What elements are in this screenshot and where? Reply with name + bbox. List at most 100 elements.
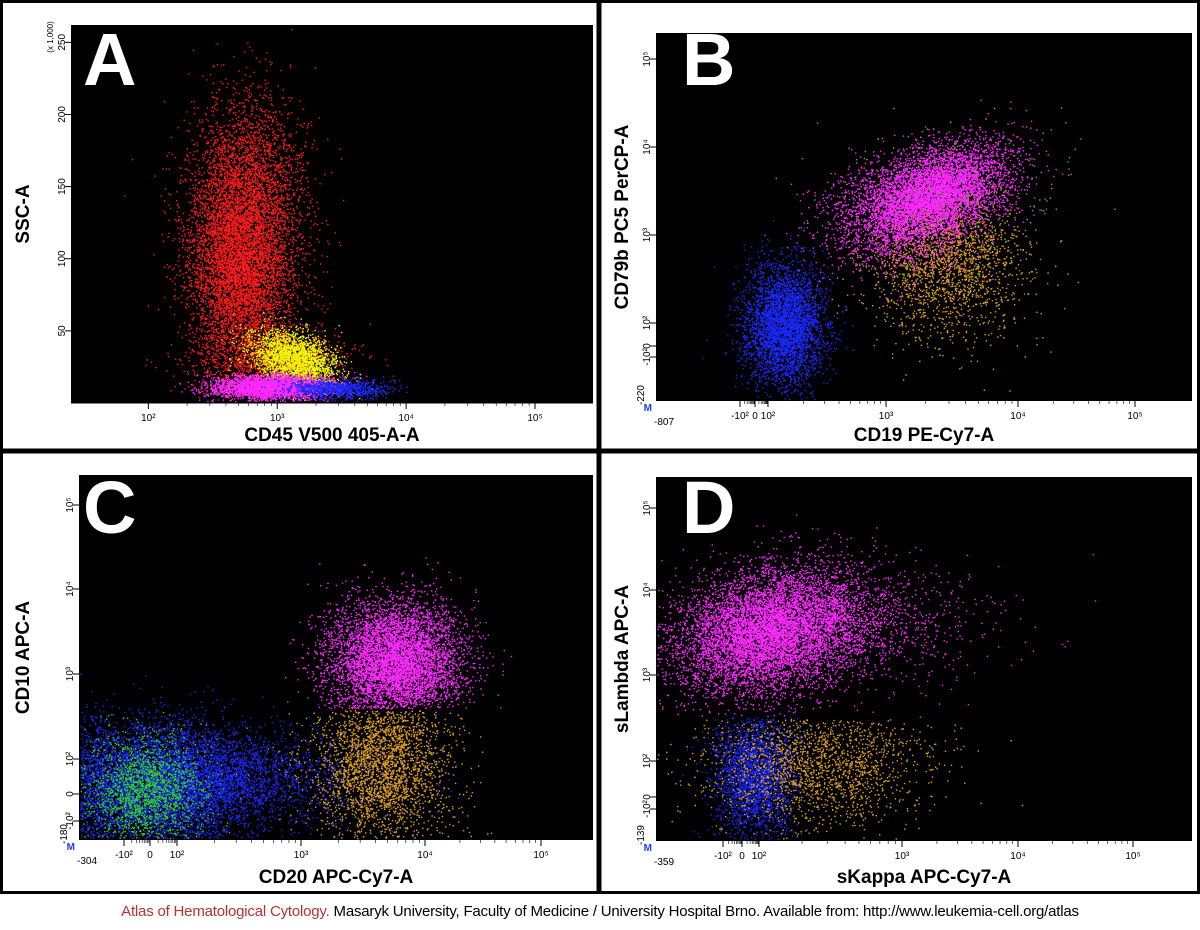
event-dot-red xyxy=(310,227,312,229)
event-dot-red xyxy=(228,290,230,292)
event-dot-red xyxy=(206,143,208,145)
event-dot-red xyxy=(218,291,221,294)
event-dot-red xyxy=(199,287,202,289)
event-dot-red xyxy=(187,250,189,252)
event-dot-red xyxy=(196,251,199,253)
event-dot-red xyxy=(217,225,220,227)
event-dot-red xyxy=(217,151,219,154)
event-dot-red xyxy=(303,188,306,190)
event-dot-red xyxy=(268,223,270,226)
event-dot-red xyxy=(245,336,247,338)
event-dot-red xyxy=(269,305,271,308)
event-dot-red xyxy=(170,136,173,139)
event-dot-red xyxy=(245,119,247,121)
event-dot-red xyxy=(277,304,280,306)
event-dot-red xyxy=(244,106,246,108)
event-dot-red xyxy=(196,220,198,222)
event-dot-red xyxy=(263,240,265,242)
event-dot-red xyxy=(274,216,276,218)
event-dot-red xyxy=(200,351,203,354)
event-dot-red xyxy=(229,266,232,269)
event-dot-red xyxy=(208,367,210,369)
event-dot-red xyxy=(267,298,269,300)
event-dot-red xyxy=(314,293,316,295)
event-dot-red xyxy=(272,112,274,114)
event-dot-red xyxy=(221,213,224,216)
event-dot-red xyxy=(283,277,286,280)
event-dot-red xyxy=(208,222,210,224)
event-dot-red xyxy=(183,233,186,235)
event-dot-red xyxy=(248,294,251,296)
event-dot-red xyxy=(255,253,257,255)
event-dot-red xyxy=(247,255,249,257)
event-dot-red xyxy=(250,311,252,313)
event-dot-red xyxy=(246,151,249,153)
event-dot-red xyxy=(296,187,299,190)
event-dot-red xyxy=(163,266,166,268)
event-dot-red xyxy=(207,290,209,292)
event-dot-red xyxy=(272,277,274,280)
event-dot-red xyxy=(199,205,202,207)
event-dot-red xyxy=(198,224,201,226)
event-dot-red xyxy=(288,172,291,174)
event-dot-red xyxy=(220,331,223,333)
event-dot-red xyxy=(283,223,286,225)
event-dot-red xyxy=(201,179,203,181)
event-dot-red xyxy=(307,206,309,209)
event-dot-red xyxy=(213,66,215,68)
event-dot-red xyxy=(262,120,264,122)
event-dot-red xyxy=(223,278,225,280)
event-dot-red xyxy=(274,282,276,284)
event-dot-red xyxy=(215,233,218,235)
event-dot-red xyxy=(258,313,260,315)
event-dot-red xyxy=(217,146,219,149)
event-dot-red xyxy=(185,351,187,354)
event-dot-red xyxy=(282,282,284,284)
event-dot-red xyxy=(216,64,219,66)
event-dot-red xyxy=(194,333,196,335)
event-dot-red xyxy=(275,287,277,290)
event-dot-red xyxy=(215,277,217,279)
event-dot-red xyxy=(231,308,234,310)
event-dot-red xyxy=(198,313,200,315)
event-dot-red xyxy=(217,356,220,358)
event-dot-red xyxy=(242,140,244,142)
event-dot-red xyxy=(189,162,191,164)
event-dot-red xyxy=(241,368,244,370)
event-dot-red xyxy=(229,188,231,190)
event-dot-red xyxy=(270,285,273,287)
event-dot-red xyxy=(261,240,263,242)
event-dot-red xyxy=(280,198,282,200)
event-dot-red xyxy=(225,288,227,290)
event-dot-red xyxy=(207,209,210,211)
event-dot-red xyxy=(262,297,265,299)
event-dot-red xyxy=(208,300,210,303)
event-dot-red xyxy=(229,313,232,315)
event-dot-red xyxy=(228,268,231,271)
event-dot-red xyxy=(200,359,202,361)
event-dot-red xyxy=(227,260,229,263)
event-dot-red xyxy=(204,275,206,277)
event-dot-red xyxy=(254,223,257,226)
event-dot-red xyxy=(208,198,210,200)
event-dot-red xyxy=(259,274,261,277)
event-dot-red xyxy=(265,301,268,303)
event-dot-red xyxy=(272,118,274,120)
event-dot-red xyxy=(205,210,208,213)
event-dot-red xyxy=(233,340,235,342)
event-dot-red xyxy=(271,236,273,238)
event-dot-red xyxy=(240,298,242,300)
event-dot-red xyxy=(188,217,191,220)
event-dot-red xyxy=(240,303,242,306)
event-dot-red xyxy=(229,235,231,237)
event-dot-red xyxy=(279,247,281,250)
event-dot-red xyxy=(247,190,249,192)
event-dot-red xyxy=(243,131,245,134)
event-dot-red xyxy=(260,288,262,290)
event-dot-red xyxy=(194,187,197,189)
event-dot-red xyxy=(206,244,209,246)
event-dot-red xyxy=(235,281,237,283)
event-dot-red xyxy=(244,200,246,202)
event-dot-red xyxy=(307,297,309,299)
event-dot-red xyxy=(296,287,299,289)
